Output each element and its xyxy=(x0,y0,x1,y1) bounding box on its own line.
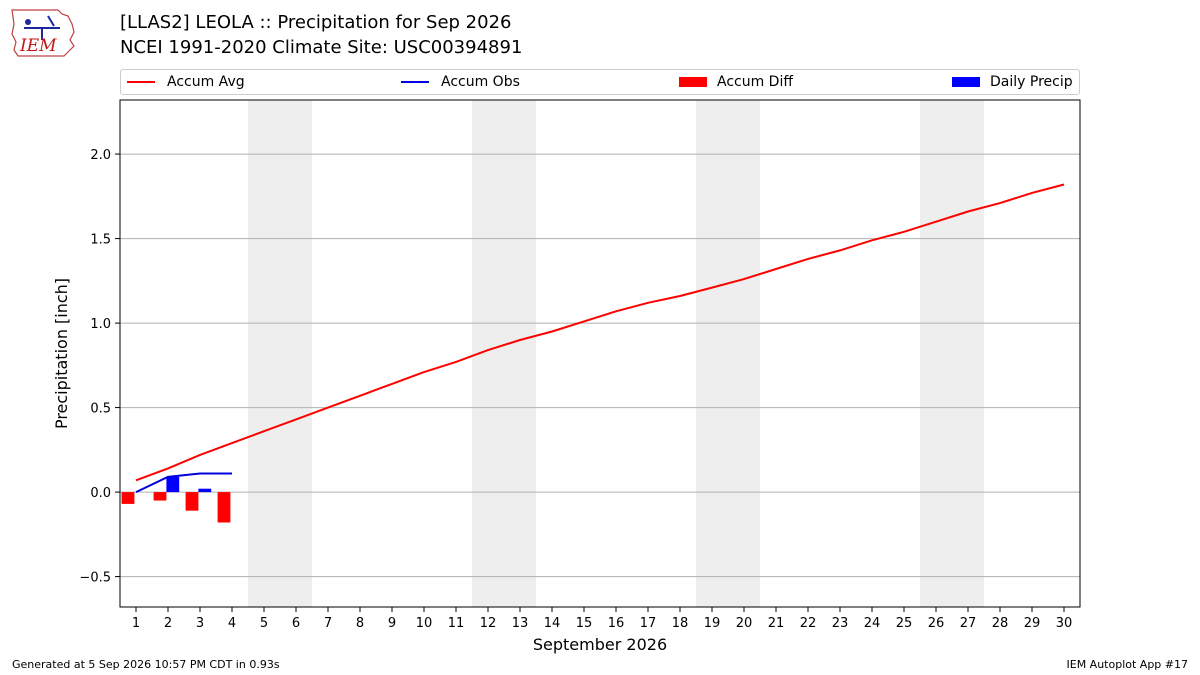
x-tick-label: 27 xyxy=(960,616,977,631)
chart-subtitle: NCEI 1991-2020 Climate Site: USC00394891 xyxy=(120,37,523,58)
weekend-shade-4 xyxy=(920,100,984,607)
y-tick-label: −0.5 xyxy=(79,571,111,586)
chart-title: [LLAS2] LEOLA :: Precipitation for Sep 2… xyxy=(120,12,512,33)
x-tick-label: 4 xyxy=(228,616,236,631)
x-tick-label: 1 xyxy=(132,616,140,631)
y-tick-label: 1.0 xyxy=(90,317,111,332)
x-axis-label: September 2026 xyxy=(533,635,667,654)
iem-logo: IEM xyxy=(11,9,75,57)
x-tick-label: 24 xyxy=(864,616,881,631)
app-label: IEM Autoplot App #17 xyxy=(1066,658,1189,671)
x-tick-label: 29 xyxy=(1024,616,1041,631)
logo-text: IEM xyxy=(19,36,57,56)
accum-diff-bar-day-1 xyxy=(121,492,135,504)
accum-avg-line xyxy=(135,183,1065,482)
x-tick-label: 11 xyxy=(448,616,465,631)
legend-swatch-daily-precip xyxy=(952,77,980,87)
y-tick-label: 2.0 xyxy=(90,148,111,163)
x-tick-label: 23 xyxy=(832,616,849,631)
accum-diff-bar-day-4 xyxy=(217,492,231,523)
x-tick-label: 7 xyxy=(324,616,332,631)
x-tick-label: 3 xyxy=(196,616,204,631)
x-tick-label: 17 xyxy=(640,616,657,631)
legend-swatch-accum-avg xyxy=(127,81,155,83)
legend-label-accum-obs: Accum Obs xyxy=(441,74,520,90)
legend-label-accum-avg: Accum Avg xyxy=(167,74,245,90)
x-tick-label: 22 xyxy=(800,616,817,631)
weekend-shade-2 xyxy=(472,100,536,607)
x-tick-label: 16 xyxy=(608,616,625,631)
x-tick-label: 8 xyxy=(356,616,364,631)
weekend-shade-3 xyxy=(696,100,760,607)
x-tick-label: 18 xyxy=(672,616,689,631)
daily-precip-bar-day-3 xyxy=(198,488,212,493)
legend: Accum Avg Accum Obs Accum Diff Daily Pre… xyxy=(120,69,1080,95)
weekend-shade-1 xyxy=(248,100,312,607)
x-tick-label: 6 xyxy=(292,616,300,631)
legend-swatch-accum-diff xyxy=(679,77,707,87)
x-tick-label: 9 xyxy=(388,616,396,631)
x-tick-label: 21 xyxy=(768,616,785,631)
y-tick-label: 1.5 xyxy=(90,233,111,248)
x-tick-label: 28 xyxy=(992,616,1009,631)
legend-item-accum-obs: Accum Obs xyxy=(401,70,520,94)
legend-item-accum-diff: Accum Diff xyxy=(679,70,793,94)
x-tick-label: 12 xyxy=(480,616,497,631)
accum-obs-line xyxy=(135,472,232,494)
x-tick-label: 26 xyxy=(928,616,945,631)
plot-frame xyxy=(119,99,1081,608)
daily-precip-bar-day-2 xyxy=(166,476,180,493)
x-tick-label: 20 xyxy=(736,616,753,631)
y-axis-label: Precipitation [inch] xyxy=(52,278,71,429)
legend-item-accum-avg: Accum Avg xyxy=(127,70,245,94)
generated-timestamp: Generated at 5 Sep 2026 10:57 PM CDT in … xyxy=(12,658,280,671)
x-tick-label: 5 xyxy=(260,616,268,631)
y-tick-label: 0.5 xyxy=(90,402,111,417)
legend-label-accum-diff: Accum Diff xyxy=(717,74,794,90)
x-tick-label: 30 xyxy=(1056,616,1073,631)
accum-diff-bar-day-3 xyxy=(185,492,199,511)
x-tick-label: 13 xyxy=(512,616,529,631)
x-tick-label: 15 xyxy=(576,616,593,631)
x-tick-label: 25 xyxy=(896,616,913,631)
legend-swatch-accum-obs xyxy=(401,81,429,83)
x-tick-label: 14 xyxy=(544,616,561,631)
x-tick-label: 19 xyxy=(704,616,721,631)
x-tick-label: 2 xyxy=(164,616,172,631)
y-tick-label: 0.0 xyxy=(90,486,111,501)
accum-diff-bar-day-2 xyxy=(153,492,167,501)
legend-item-daily-precip: Daily Precip xyxy=(952,70,1073,94)
x-tick-label: 10 xyxy=(416,616,433,631)
legend-label-daily-precip: Daily Precip xyxy=(990,74,1073,90)
